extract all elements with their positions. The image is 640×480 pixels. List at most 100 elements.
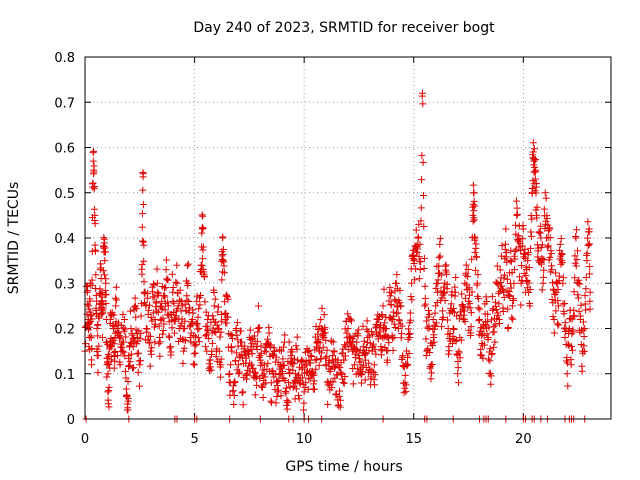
data-point-cloud [189,309,197,317]
data-point-cloud [420,264,428,272]
data-point-cloud [234,336,242,344]
data-point-cloud [148,344,156,352]
data-point [359,343,367,351]
data-point-cloud [140,278,148,286]
data-point-cloud [158,305,166,313]
data-point-cloud [199,225,207,233]
data-point-cloud [146,362,154,370]
data-point-cloud [120,348,128,356]
data-point [563,370,571,378]
data-point-cloud [260,370,268,378]
data-point-cloud [257,342,265,350]
data-point-cloud [515,222,523,230]
data-point-cloud [138,261,146,269]
data-point [153,279,161,287]
data-point-cloud [452,274,460,282]
data-point-cloud [180,344,188,352]
data-point-cloud [284,398,292,406]
data-point-cloud [564,382,572,390]
data-point-cloud [525,264,533,272]
data-point-cloud [150,293,158,301]
data-point-cloud [501,271,509,279]
data-point-cloud [433,298,441,306]
data-point-cloud [511,255,519,263]
data-point-cloud [579,318,587,326]
data-point-cloud [546,253,554,261]
y-tick-label: 0.5 [54,187,75,202]
data-point-cloud [494,311,502,319]
data-point-cloud [264,359,272,367]
data-point-cloud [501,240,509,248]
data-point-cloud [274,386,282,394]
data-point-cloud [279,367,287,375]
data-point-cloud [370,376,378,384]
data-point-cloud [137,329,145,337]
data-point-cloud [374,335,382,343]
data-point-cloud [433,280,441,288]
data-point-cloud [568,346,576,354]
data-point-cloud [548,296,556,304]
data-point-cloud [431,309,439,317]
data-point-cloud [516,273,524,281]
data-point-cloud [124,378,132,386]
data-point-cloud [417,204,425,212]
data-point-cloud [144,290,152,298]
data-point [489,306,497,314]
data-point-cloud [172,278,180,286]
data-point-cloud [191,349,199,357]
data-point-cloud [365,359,373,367]
data-point-cloud [442,261,450,269]
data-point-cloud [525,279,533,287]
data-point-cloud [445,350,453,358]
data-point-cloud [422,335,430,343]
data-point-cloud [340,379,348,387]
data-point-cloud [88,281,96,289]
data-point [462,261,470,269]
data-point-cloud [182,277,190,285]
data-point-cloud [113,328,121,336]
data-point-cloud [548,262,556,270]
data-point-cloud [176,286,184,294]
data-point-cloud [152,299,160,307]
data-point-cloud [208,347,216,355]
data-point-cloud [95,342,103,350]
data-point-cloud [447,300,455,308]
data-point [362,356,370,364]
data-point-cloud [149,288,157,296]
data-point-cloud [517,301,525,309]
data-point-cloud [448,288,456,296]
data-point-cloud [405,349,413,357]
data-point-cloud [451,292,459,300]
y-tick-label: 0.1 [54,368,75,383]
data-point-cloud [267,397,275,405]
data-point-cloud [554,297,562,305]
data-point-cloud [219,233,227,241]
data-point-cloud [199,246,207,254]
data-point-cloud [382,325,390,333]
data-point-cloud [316,322,324,330]
data-point-cloud [553,320,561,328]
chart-title: Day 240 of 2023, SRMTID for receiver bog… [193,20,495,36]
data-point-cloud [183,296,191,304]
data-point-cloud [310,385,318,393]
data-point-cloud [187,321,195,329]
data-point-cloud [468,288,476,296]
data-point-cloud [439,307,447,315]
data-point-cloud [550,329,558,337]
data-point-cloud [130,364,138,372]
data-point-cloud [184,260,192,268]
data-point-cloud [475,295,483,303]
data-point-cloud [470,197,478,205]
data-point-cloud [412,265,420,273]
data-points [81,89,594,423]
data-point-cloud [92,271,100,279]
data-point [239,388,247,396]
data-point-cloud [105,361,113,369]
data-point-cloud [295,392,303,400]
data-point-cloud [115,334,123,342]
data-point-cloud [318,304,326,312]
data-point-cloud [198,211,206,219]
data-point-cloud [185,297,193,305]
data-point-cloud [532,156,540,164]
